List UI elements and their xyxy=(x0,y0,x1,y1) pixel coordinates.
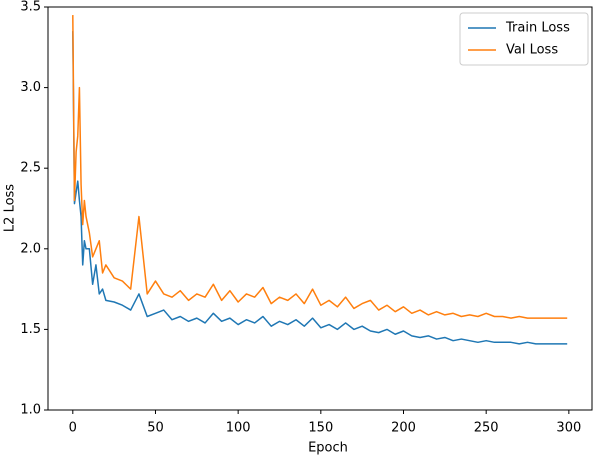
y-tick-label: 3.0 xyxy=(20,80,41,95)
y-tick-label: 2.0 xyxy=(20,241,41,256)
y-tick-label: 3.5 xyxy=(20,0,41,15)
legend-label: Train Loss xyxy=(505,21,570,36)
x-tick-label: 0 xyxy=(69,421,77,436)
x-tick-label: 150 xyxy=(308,421,333,436)
y-axis-label: L2 Loss xyxy=(3,184,18,232)
y-tick-label: 1.0 xyxy=(20,403,41,418)
x-tick-label: 100 xyxy=(226,421,251,436)
legend-box xyxy=(459,12,589,66)
x-tick-label: 250 xyxy=(474,421,499,436)
y-tick-label: 1.5 xyxy=(20,322,41,337)
x-tick-label: 200 xyxy=(391,421,416,436)
x-tick-label: 50 xyxy=(147,421,164,436)
y-tick-label: 2.5 xyxy=(20,161,41,176)
x-axis-label: Epoch xyxy=(308,441,348,456)
line-series xyxy=(72,15,568,319)
legend-label: Val Loss xyxy=(506,43,558,58)
plot-frame xyxy=(47,6,593,411)
line-series xyxy=(72,31,568,345)
x-tick-label: 300 xyxy=(556,421,581,436)
